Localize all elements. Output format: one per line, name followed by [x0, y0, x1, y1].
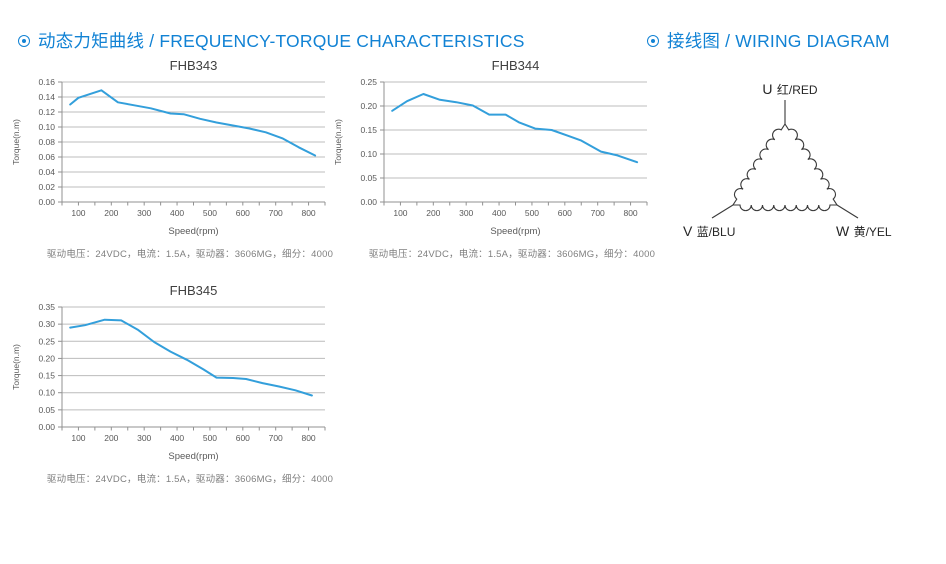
y-tick-label: 0.10	[38, 122, 55, 132]
x-tick-label: 700	[269, 433, 283, 443]
x-tick-label: 600	[558, 208, 572, 218]
chart-fhb343: FHB343 0.00 0.02 0.04 0.06 0.08 0.10 0.12 0.14 0…	[10, 56, 340, 260]
y-tick-label: 0.20	[38, 353, 55, 363]
chart-fhb345: FHB345 0.00 0.05 0.10 0.15 0.20 0.25 0.30 0.35 1…	[10, 281, 340, 485]
x-tick-label: 100	[71, 208, 85, 218]
x-tick-label: 100	[393, 208, 407, 218]
chart-caption: 驱动电压：24VDC，电流：1.5A，驱动器：3606MG，细分：4000	[368, 249, 656, 260]
y-tick-label: 0.15	[38, 371, 55, 381]
chart-title: FHB345	[169, 283, 218, 298]
y-tick-label: 0.35	[38, 302, 55, 312]
y-tick-label: 0.16	[38, 77, 55, 87]
x-axis-label: Speed(rpm)	[168, 451, 219, 462]
section-title-torque: 动态力矩曲线 / FREQUENCY-TORQUE CHARACTERISTIC…	[38, 31, 525, 51]
x-tick-label: 200	[104, 433, 118, 443]
terminal-w: W	[836, 223, 851, 239]
y-tick-label: 0.25	[38, 336, 55, 346]
y-tick-label: 0.12	[38, 107, 55, 117]
circled-dot-icon	[18, 34, 30, 47]
torque-plot: 0.00 0.02 0.04 0.06 0.08 0.10 0.12 0.14 0.16 100 2…	[11, 77, 326, 218]
y-tick-label: 0.14	[38, 92, 55, 102]
chart-caption: 驱动电压：24VDC，电流：1.5A，驱动器：3606MG，细分：4000	[46, 474, 334, 485]
y-tick-label: 0.02	[38, 182, 55, 192]
y-axis-label: Torque(n.m)	[333, 119, 343, 165]
x-tick-label: 400	[492, 208, 506, 218]
y-tick-label: 0.05	[360, 173, 377, 183]
y-tick-label: 0.25	[360, 77, 377, 87]
x-tick-label: 300	[137, 208, 151, 218]
terminal-v-label: V 蓝/BLU	[683, 223, 735, 240]
terminal-u: U	[762, 81, 774, 97]
x-tick-label: 300	[459, 208, 473, 218]
terminal-u-wire-color: 红/RED	[776, 83, 818, 97]
y-axis-label: Torque(n.m)	[11, 119, 21, 165]
y-tick-label: 0.00	[38, 197, 55, 207]
chart-caption: 驱动电压：24VDC，电流：1.5A，驱动器：3606MG，细分：4000	[46, 249, 334, 260]
y-tick-label: 0.15	[360, 125, 377, 135]
chart-fhb344: FHB344 0.00 0.05 0.10 0.15 0.20 0.25 100 200 300…	[332, 56, 662, 260]
torque-plot: 0.00 0.05 0.10 0.15 0.20 0.25 100 200 300 400 500 6…	[333, 77, 648, 218]
wiring-diagram: U 红/RED V 蓝/BLU W 黄/YEL	[650, 78, 946, 248]
lead-w	[836, 204, 859, 219]
x-tick-label: 400	[170, 433, 184, 443]
x-tick-label: 800	[623, 208, 637, 218]
chart-title: FHB344	[491, 58, 540, 73]
x-tick-label: 200	[104, 208, 118, 218]
x-tick-label: 400	[170, 208, 184, 218]
y-tick-label: 0.10	[360, 149, 377, 159]
x-axis-label: Speed(rpm)	[490, 226, 541, 237]
delta-winding-drawing	[711, 100, 859, 219]
y-tick-label: 0.06	[38, 152, 55, 162]
y-axis-label: Torque(n.m)	[11, 344, 21, 390]
y-tick-label: 0.08	[38, 137, 55, 147]
x-tick-label: 800	[301, 208, 315, 218]
terminal-u-label: U 红/RED	[745, 81, 835, 98]
circled-dot-icon	[647, 34, 659, 47]
x-tick-label: 100	[71, 433, 85, 443]
x-tick-label: 200	[426, 208, 440, 218]
torque-curve	[69, 318, 313, 397]
x-tick-label: 700	[269, 208, 283, 218]
terminal-w-wire-color: 黄/YEL	[853, 225, 892, 239]
y-tick-label: 0.00	[38, 422, 55, 432]
x-tick-label: 500	[203, 433, 217, 443]
chart-title: FHB343	[169, 58, 218, 73]
x-tick-label: 600	[236, 433, 250, 443]
y-tick-label: 0.30	[38, 319, 55, 329]
y-tick-label: 0.20	[360, 101, 377, 111]
terminal-v: V	[683, 223, 694, 239]
x-tick-label: 500	[525, 208, 539, 218]
torque-curve	[69, 89, 317, 157]
lead-v	[711, 204, 734, 219]
terminal-w-label: W 黄/YEL	[836, 223, 892, 240]
section-title-wiring: 接线图 / WIRING DIAGRAM	[667, 31, 890, 51]
x-axis-label: Speed(rpm)	[168, 226, 219, 237]
y-tick-label: 0.05	[38, 405, 55, 415]
torque-plot: 0.00 0.05 0.10 0.15 0.20 0.25 0.30 0.35 100 200 30…	[11, 302, 326, 443]
x-tick-label: 500	[203, 208, 217, 218]
section-header-torque: 动态力矩曲线 / FREQUENCY-TORQUE CHARACTERISTIC…	[18, 28, 525, 53]
terminal-v-wire-color: 蓝/BLU	[696, 225, 736, 239]
y-tick-label: 0.04	[38, 167, 55, 177]
x-tick-label: 800	[301, 433, 315, 443]
section-header-wiring: 接线图 / WIRING DIAGRAM	[647, 28, 890, 53]
torque-curve	[391, 93, 639, 164]
y-tick-label: 0.10	[38, 388, 55, 398]
x-tick-label: 300	[137, 433, 151, 443]
y-tick-label: 0.00	[360, 197, 377, 207]
delta-coils	[731, 123, 839, 212]
x-tick-label: 600	[236, 208, 250, 218]
x-tick-label: 700	[591, 208, 605, 218]
